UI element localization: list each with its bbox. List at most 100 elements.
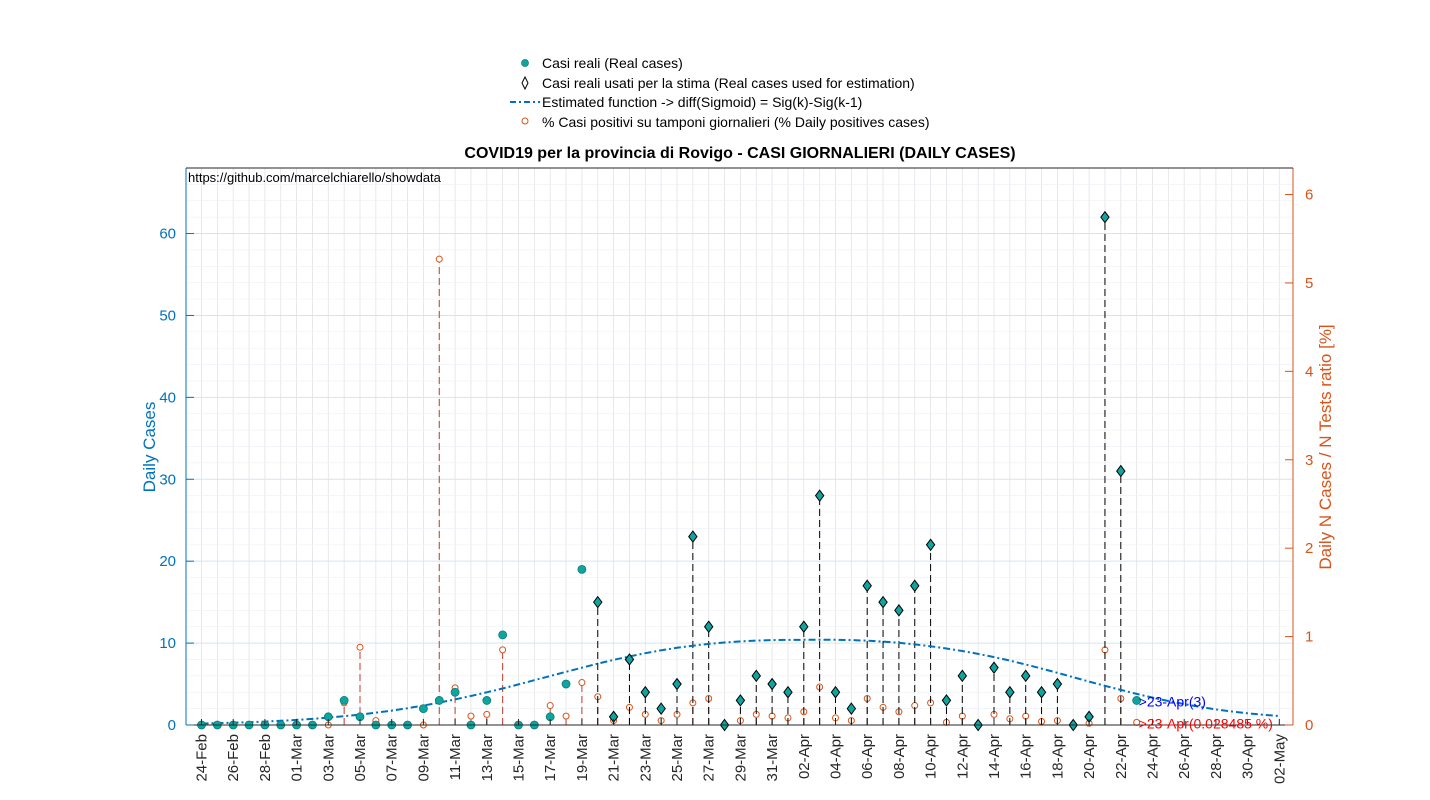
x-tick-label: 19-Mar — [574, 734, 591, 782]
legend-label-positive-ratio: % Casi positivi su tamponi giornalieri (… — [542, 114, 929, 130]
used-case-point — [957, 669, 968, 683]
x-tick-label: 13-Mar — [479, 734, 496, 782]
x-tick-label: 11-Mar — [447, 734, 464, 780]
legend-marker-used-cases — [521, 75, 529, 91]
x-tick-label: 08-Apr — [891, 734, 908, 779]
x-tick-label: 25-Mar — [669, 734, 686, 782]
used-case-point — [846, 702, 857, 715]
left-tick-label: 10 — [159, 635, 176, 652]
axes — [185, 167, 1294, 726]
percent-point — [562, 712, 570, 720]
real-case-point — [434, 696, 444, 705]
x-tick-label: 02-Apr — [796, 734, 813, 779]
used-case-point — [830, 685, 841, 699]
x-tick-label: 01-Mar — [289, 734, 306, 782]
used-case-point — [799, 620, 809, 634]
chart-title: COVID19 per la provincia di Rovigo - CAS… — [464, 145, 1015, 162]
annotation-label: >23-Apr(0.028485 %) — [1139, 715, 1273, 731]
used-case-point — [1052, 677, 1063, 691]
percent-point — [467, 712, 475, 720]
used-case-point — [1116, 464, 1126, 478]
used-case-point — [910, 579, 920, 593]
legend-label-used-cases: Casi reali usati per la stima (Real case… — [542, 75, 915, 91]
real-case-point — [498, 630, 508, 640]
legend: Casi reali (Real cases) Casi reali usati… — [505, 50, 975, 134]
real-case-point — [482, 696, 492, 705]
x-tick-label: 15-Mar — [511, 734, 528, 782]
used-case-point — [703, 620, 714, 634]
used-case-point — [672, 677, 682, 691]
left-tick-label: 40 — [159, 389, 176, 406]
percent-point — [356, 643, 364, 651]
used-case-point — [894, 603, 904, 617]
used-case-point — [1100, 210, 1110, 224]
annotation-label: >23-Apr(3) — [1139, 693, 1206, 709]
real-case-point — [418, 704, 428, 714]
used-case-point — [941, 694, 952, 707]
left-tick-label: 0 — [168, 717, 176, 734]
x-tick-label: 24-Feb — [194, 734, 211, 782]
left-axis-label: Daily Cases — [140, 402, 159, 493]
legend-label-real-cases: Casi reali (Real cases) — [542, 55, 683, 71]
x-tick-label: 23-Mar — [637, 734, 654, 782]
real-case-point — [577, 564, 587, 574]
used-case-point — [593, 595, 603, 609]
real-case-point — [1132, 696, 1142, 705]
x-tick-label: 09-Mar — [415, 734, 432, 782]
percent-point — [499, 646, 507, 654]
used-case-point — [989, 661, 999, 674]
x-tick-label: 22-Apr — [1113, 734, 1130, 779]
x-tick-label: 04-Apr — [828, 734, 845, 779]
x-tick-label: 17-Mar — [542, 734, 559, 782]
used-case-point — [1036, 685, 1047, 699]
right-tick-label: 2 — [1305, 540, 1313, 557]
legend-marker-positive-ratio — [521, 117, 529, 125]
percent-point — [546, 702, 554, 710]
used-case-point — [1020, 669, 1031, 683]
used-case-point — [688, 530, 698, 543]
right-tick-label: 0 — [1305, 717, 1313, 734]
source-note: https://github.com/marcelchiarello/showd… — [188, 170, 442, 185]
legend-marker-real-cases — [521, 59, 529, 67]
x-tick-label: 12-Apr — [954, 734, 971, 779]
left-tick-label: 30 — [159, 471, 176, 488]
x-tick-label: 26-Feb — [225, 734, 242, 782]
real-case-point — [339, 696, 349, 705]
legend-label-estimated: Estimated function -> diff(Sigmoid) = Si… — [542, 94, 862, 110]
left-tick-label: 60 — [159, 226, 176, 243]
x-tick-label: 20-Apr — [1081, 734, 1098, 779]
x-tick-label: 26-Apr — [1176, 734, 1193, 779]
x-tick-label: 07-Mar — [384, 734, 401, 782]
x-tick-label: 02-May — [1271, 734, 1288, 785]
real-case-point — [561, 679, 571, 689]
x-tick-label: 06-Apr — [859, 734, 876, 779]
x-tick-label: 03-Mar — [320, 734, 337, 782]
left-tick-label: 20 — [159, 553, 176, 570]
percent-point — [578, 679, 586, 687]
x-tick-label: 14-Apr — [986, 734, 1003, 779]
ticks: 0 10 20 30 40 50 60 0 1 2 3 4 5 6 24-Feb 26-Feb 28-Feb 01… — [159, 187, 1313, 785]
used-case-point — [656, 702, 666, 715]
x-tick-label: 16-Apr — [1018, 734, 1035, 779]
x-tick-label: 28-Feb — [257, 734, 274, 782]
x-tick-label: 18-Apr — [1049, 734, 1066, 779]
annotations: >23-Apr(3) >23-Apr(0.028485 %) — [1139, 693, 1273, 731]
left-tick-label: 50 — [159, 307, 176, 324]
used-case-point — [925, 538, 936, 552]
percent-point — [483, 710, 491, 718]
used-case-point — [735, 694, 746, 707]
grid — [186, 167, 1293, 726]
x-tick-label: 27-Mar — [701, 734, 718, 782]
used-case-point — [624, 653, 635, 666]
series-layer — [197, 210, 1280, 732]
x-tick-label: 31-Mar — [764, 734, 781, 782]
right-tick-label: 3 — [1305, 452, 1313, 469]
used-case-point — [814, 489, 825, 502]
right-axis-label: Daily N Cases / N Tests ratio [%] — [1316, 324, 1335, 569]
used-case-point — [751, 669, 761, 683]
right-tick-label: 6 — [1305, 187, 1313, 204]
right-tick-label: 1 — [1305, 629, 1313, 646]
x-tick-label: 24-Apr — [1145, 734, 1162, 779]
used-case-point — [640, 685, 651, 699]
